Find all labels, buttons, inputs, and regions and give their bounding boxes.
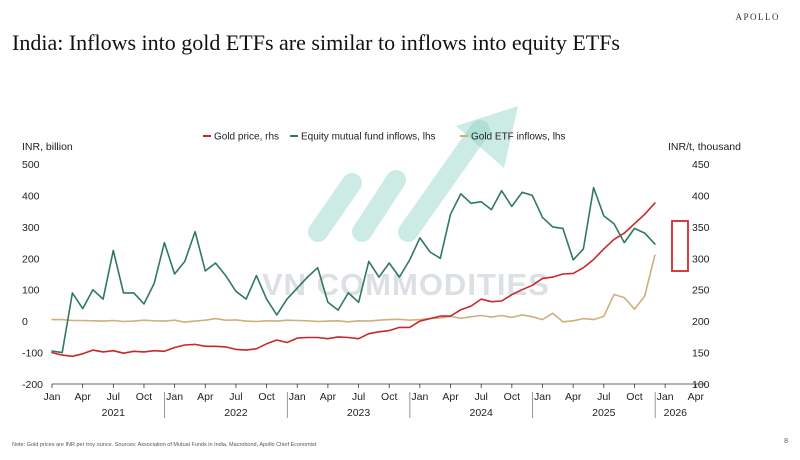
x-tick-label: Jan bbox=[657, 391, 674, 403]
watermark-stroke-2 bbox=[362, 180, 396, 232]
watermark-stroke-1 bbox=[318, 183, 352, 232]
right-tick-label: 400 bbox=[692, 190, 710, 202]
x-tick-label: Jul bbox=[107, 391, 120, 403]
x-tick-label: Oct bbox=[136, 391, 152, 403]
right-tick-label: 300 bbox=[692, 253, 710, 265]
x-tick-label: Jul bbox=[352, 391, 365, 403]
highlight-box bbox=[672, 221, 688, 271]
right-tick-label: 350 bbox=[692, 222, 710, 234]
x-tick-label: Jan bbox=[44, 391, 61, 403]
left-axis-label: INR, billion bbox=[22, 141, 73, 153]
x-tick-label: Oct bbox=[626, 391, 642, 403]
x-tick-label: Apr bbox=[197, 391, 214, 403]
legend-label: Gold ETF inflows, lhs bbox=[471, 132, 565, 143]
right-axis-ticks: 450 400 350 300 250 200 150 100 bbox=[692, 159, 710, 391]
page-number: 8 bbox=[784, 438, 788, 445]
right-tick-label: 100 bbox=[692, 379, 710, 391]
x-axis: Jan Apr Jul Oct Jan Apr Jul Oct Jan Apr Jul Oct Jan A… bbox=[44, 384, 706, 419]
x-tick-label: Jan bbox=[166, 391, 183, 403]
x-tick-label: Jul bbox=[474, 391, 487, 403]
left-tick-label: 400 bbox=[22, 190, 40, 202]
x-tick-label: Oct bbox=[258, 391, 274, 403]
x-tick-label: Oct bbox=[381, 391, 397, 403]
legend-label: Gold price, rhs bbox=[214, 132, 279, 143]
left-axis-ticks: 500 400 300 200 100 0 -100 -200 bbox=[22, 159, 43, 391]
footnote: Note: Gold prices are INR per troy ounce… bbox=[12, 442, 316, 448]
right-tick-label: 250 bbox=[692, 285, 710, 297]
x-tick-label: Oct bbox=[504, 391, 520, 403]
watermark-stroke-3 bbox=[408, 130, 480, 232]
x-tick-label: Jan bbox=[534, 391, 551, 403]
left-tick-label: 0 bbox=[22, 316, 28, 328]
left-tick-label: 200 bbox=[22, 253, 40, 265]
left-tick-label: -100 bbox=[22, 348, 43, 360]
x-tick-label: Apr bbox=[320, 391, 337, 403]
x-tick-label: Apr bbox=[442, 391, 459, 403]
right-tick-label: 200 bbox=[692, 316, 710, 328]
year-label: 2025 bbox=[592, 407, 616, 419]
left-tick-label: 500 bbox=[22, 159, 40, 171]
x-tick-label: Jul bbox=[597, 391, 610, 403]
x-tick-label: Apr bbox=[74, 391, 91, 403]
x-tick-label: Apr bbox=[688, 391, 705, 403]
year-label: 2024 bbox=[470, 407, 494, 419]
left-tick-label: 300 bbox=[22, 222, 40, 234]
legend-label: Equity mutual fund inflows, lhs bbox=[301, 132, 436, 143]
year-label: 2022 bbox=[224, 407, 248, 419]
left-tick-label: -200 bbox=[22, 379, 43, 391]
right-tick-label: 150 bbox=[692, 348, 710, 360]
right-axis-label: INR/t, thousand bbox=[668, 141, 741, 153]
left-tick-label: 100 bbox=[22, 285, 40, 297]
x-tick-label: Jan bbox=[289, 391, 306, 403]
year-label: 2021 bbox=[102, 407, 126, 419]
right-tick-label: 450 bbox=[692, 159, 710, 171]
x-tick-label: Jul bbox=[229, 391, 242, 403]
watermark-text: VN COMMODITIES bbox=[262, 267, 550, 302]
legend: Gold price, rhs Equity mutual fund inflow… bbox=[203, 132, 565, 143]
x-tick-label: Jan bbox=[411, 391, 428, 403]
x-tick-label: Apr bbox=[565, 391, 582, 403]
year-label: 2026 bbox=[664, 407, 688, 419]
year-label: 2023 bbox=[347, 407, 371, 419]
